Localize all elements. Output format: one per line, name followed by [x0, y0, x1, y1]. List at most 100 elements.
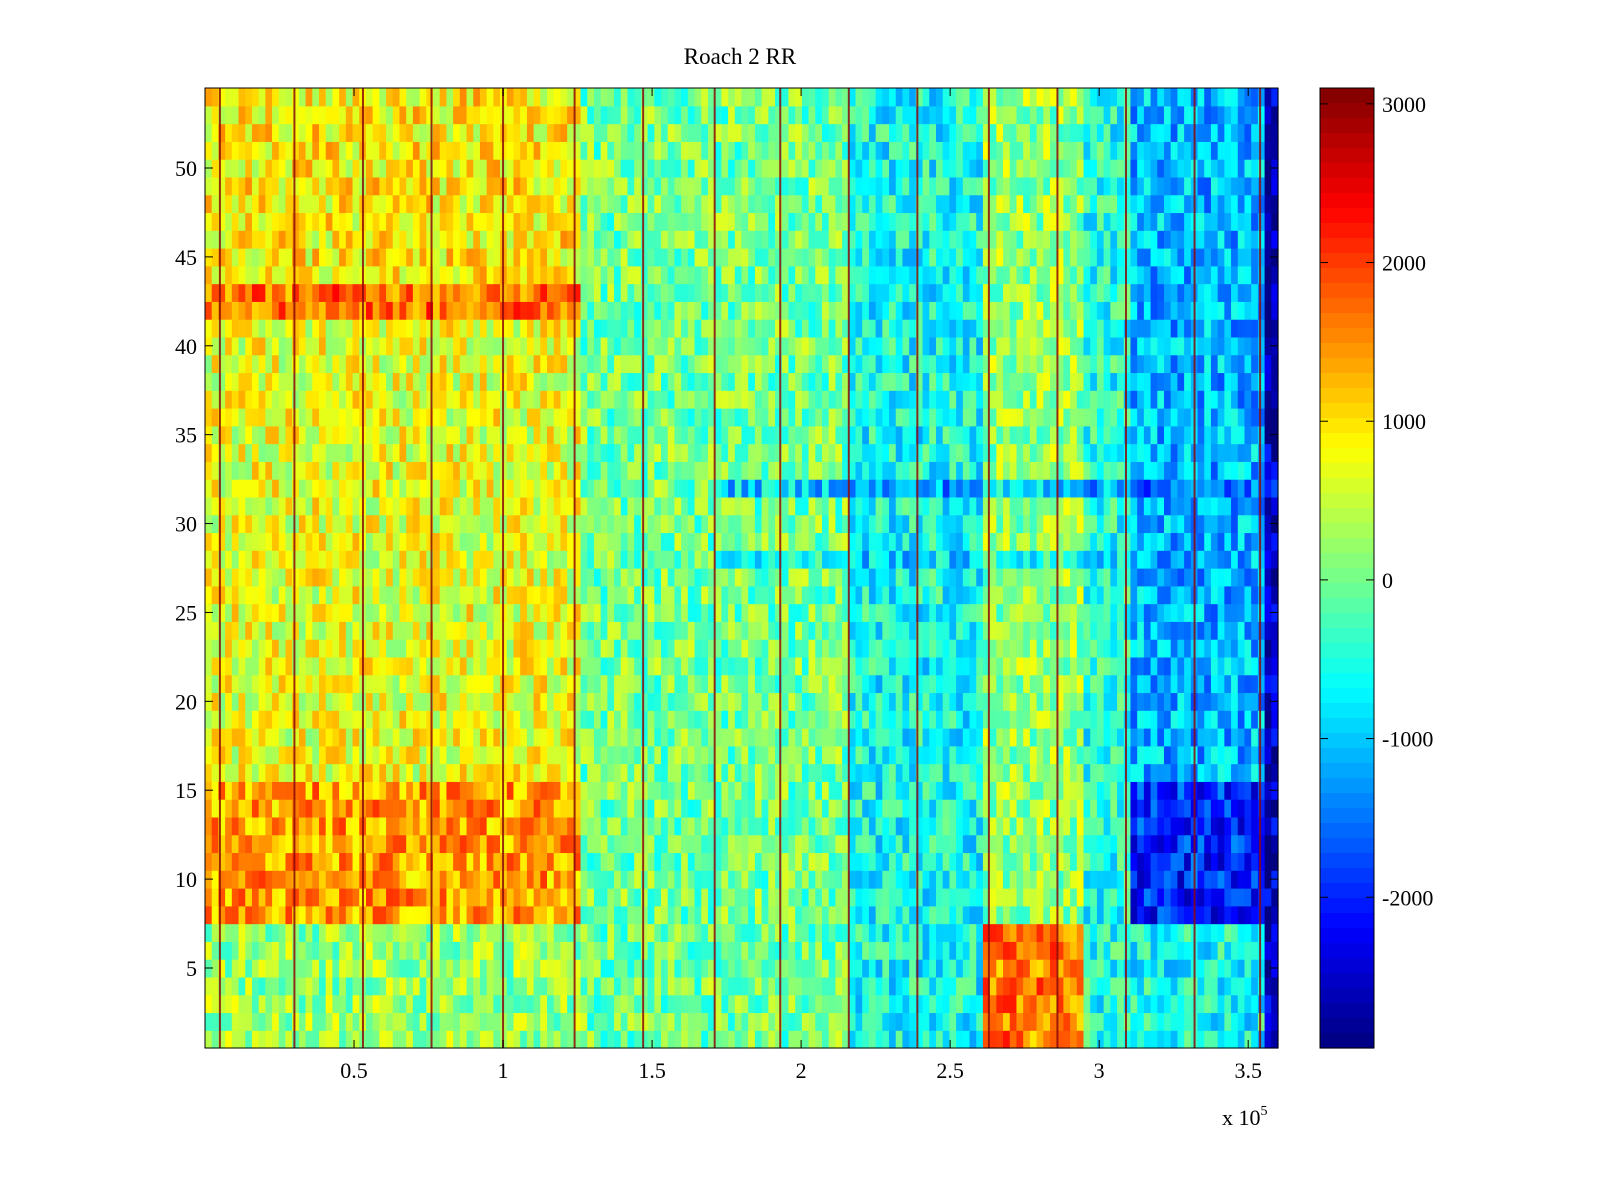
heatmap-cell [298, 870, 307, 889]
heatmap-cell [439, 959, 448, 978]
heatmap-cell [1157, 674, 1165, 694]
heatmap-cell [862, 816, 870, 836]
heatmap-cell [681, 816, 689, 836]
heatmap-cell [600, 816, 608, 836]
heatmap-cell [788, 763, 796, 782]
heatmap-cell [526, 710, 535, 729]
heatmap-cell [1217, 656, 1225, 676]
heatmap-cell [654, 799, 662, 818]
heatmap-cell [332, 656, 340, 676]
heatmap-cell [1016, 585, 1024, 605]
heatmap-cell [868, 923, 877, 942]
heatmap-cell [1204, 852, 1212, 871]
heatmap-cell [815, 603, 823, 622]
heatmap-cell [272, 479, 280, 498]
heatmap-cell [1184, 941, 1192, 960]
heatmap-cell [895, 923, 904, 942]
heatmap-cell [855, 710, 863, 729]
heatmap-cell [962, 728, 971, 747]
heatmap-cell [1210, 621, 1219, 640]
heatmap-cell [862, 923, 870, 942]
heatmap-cell [848, 568, 857, 587]
heatmap-cell [567, 745, 575, 765]
heatmap-cell [446, 781, 454, 800]
heatmap-cell [466, 781, 474, 800]
heatmap-cell [808, 923, 816, 942]
heatmap-cell [962, 834, 971, 854]
heatmap-cell [909, 639, 917, 658]
heatmap-cell [882, 888, 890, 907]
heatmap-cell [265, 674, 273, 694]
heatmap-cell [855, 745, 863, 765]
heatmap-cell [493, 656, 501, 676]
heatmap-cell [319, 1030, 327, 1049]
heatmap-cell [1197, 905, 1205, 925]
heatmap-cell [667, 923, 676, 942]
heatmap-cell [848, 781, 857, 800]
heatmap-cell [674, 728, 682, 747]
heatmap-cell [433, 959, 441, 978]
heatmap-cell [540, 674, 548, 694]
heatmap-cell [842, 976, 850, 996]
heatmap-cell [781, 639, 790, 658]
heatmap-cell [976, 1030, 984, 1049]
heatmap-cell [305, 994, 313, 1014]
heatmap-cell [801, 888, 810, 907]
heatmap-cell [674, 763, 682, 782]
heatmap-cell [942, 905, 950, 925]
heatmap-cell [372, 514, 380, 534]
heatmap-cell [513, 550, 521, 569]
heatmap-cell [365, 514, 374, 534]
heatmap-cell [634, 763, 642, 782]
heatmap-cell [486, 550, 494, 569]
heatmap-cell [1130, 959, 1138, 978]
heatmap-cell [734, 639, 743, 658]
heatmap-cell [312, 816, 320, 836]
heatmap-cell [352, 870, 360, 889]
heatmap-cell [1023, 728, 1031, 747]
heatmap-cell [533, 905, 541, 925]
heatmap-cell [694, 710, 702, 729]
heatmap-cell [1090, 585, 1098, 605]
heatmap-cell [486, 674, 494, 694]
heatmap-cell [855, 763, 863, 782]
heatmap-cell [486, 621, 494, 640]
heatmap-cell [573, 550, 582, 569]
heatmap-cell [225, 994, 233, 1014]
heatmap-cell [935, 745, 944, 765]
heatmap-cell [1110, 994, 1118, 1014]
heatmap-cell [298, 816, 307, 836]
heatmap-cell [801, 994, 810, 1014]
heatmap-cell [285, 816, 293, 836]
heatmap-cell [788, 532, 796, 551]
heatmap-cell [1231, 585, 1239, 605]
heatmap-cell [815, 834, 823, 854]
heatmap-cell [1003, 1030, 1011, 1049]
heatmap-cell [929, 568, 937, 587]
heatmap-cell [533, 710, 541, 729]
heatmap-cell [540, 710, 548, 729]
heatmap-cell [1016, 834, 1024, 854]
heatmap-cell [681, 888, 689, 907]
heatmap-cell [1103, 532, 1111, 551]
heatmap-cell [332, 905, 340, 925]
heatmap-cell [801, 1012, 810, 1031]
heatmap-cell [513, 692, 521, 711]
heatmap-cell [453, 656, 461, 676]
heatmap-cell [372, 994, 380, 1014]
heatmap-cell [1231, 799, 1239, 818]
heatmap-cell [982, 870, 991, 889]
heatmap-cell [1251, 905, 1259, 925]
heatmap-cell [788, 496, 796, 516]
heatmap-cell [687, 656, 696, 676]
heatmap-cell [1257, 834, 1266, 854]
heatmap-cell [734, 496, 743, 516]
heatmap-cell [976, 674, 984, 694]
heatmap-cell [848, 745, 857, 765]
heatmap-cell [1110, 514, 1118, 534]
heatmap-cell [915, 550, 924, 569]
heatmap-cell [882, 923, 890, 942]
heatmap-cell [1016, 728, 1024, 747]
heatmap-cell [949, 888, 957, 907]
heatmap-cell [406, 994, 414, 1014]
